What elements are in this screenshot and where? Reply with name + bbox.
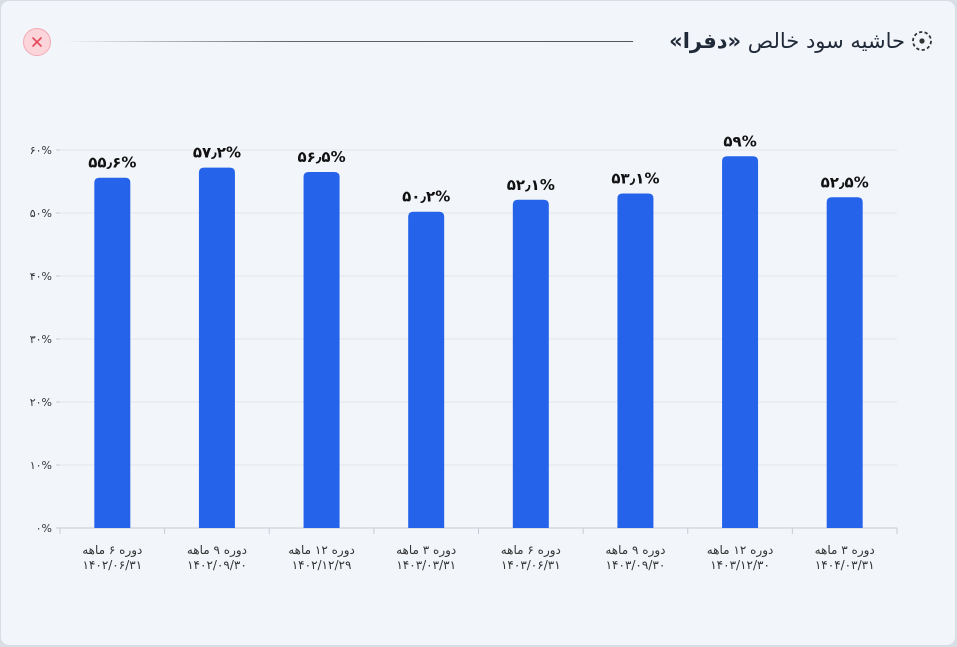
- title-text: حاشیه سود خالص: [747, 29, 905, 53]
- data-label: ۵۵٫۶%: [88, 154, 136, 172]
- x-tick-label: دوره ۳ ماهه: [815, 543, 875, 558]
- x-tick-label: ۱۴۰۲/۱۲/۲۹: [292, 558, 352, 572]
- x-tick-label: ۱۴۰۳/۰۶/۳۱: [501, 558, 561, 572]
- data-label: ۵۹%: [723, 132, 756, 150]
- bar: [408, 211, 445, 529]
- y-tick-label: ۴۰%: [30, 270, 52, 283]
- bar: [512, 199, 549, 528]
- data-label: ۵۲٫۱%: [507, 176, 555, 194]
- x-tick-label: ۱۴۰۳/۰۳/۳۱: [396, 558, 456, 572]
- data-label: ۵۷٫۲%: [193, 144, 241, 162]
- bar: [94, 177, 131, 528]
- data-label: ۵۳٫۱%: [611, 169, 659, 187]
- target-icon: [912, 31, 932, 51]
- x-tick-label: ۱۴۰۳/۱۲/۳۰: [710, 558, 770, 572]
- x-tick-label: دوره ۹ ماهه: [605, 543, 665, 558]
- bar: [617, 193, 654, 528]
- x-tick-label: ۱۴۰۴/۰۳/۳۱: [815, 558, 875, 572]
- y-tick-label: ۶۰%: [30, 144, 52, 157]
- title-symbol: «دفرا»: [669, 29, 742, 53]
- x-tick-label: ۱۴۰۲/۰۹/۳۰: [187, 558, 247, 572]
- y-tick-label: ۱۰%: [30, 459, 52, 472]
- bar: [722, 156, 759, 529]
- page-title: حاشیه سود خالص «دفرا»: [669, 25, 933, 57]
- bar: [198, 167, 235, 528]
- data-label: ۵۰٫۲%: [402, 188, 450, 206]
- title-divider: [63, 41, 633, 42]
- y-tick-label: ۵۰%: [30, 207, 52, 220]
- data-label: ۵۲٫۵%: [821, 173, 869, 191]
- y-tick-label: ۳۰%: [30, 333, 52, 346]
- y-tick-label: ۲۰%: [30, 396, 52, 409]
- x-tick-label: ۱۴۰۲/۰۶/۳۱: [82, 558, 142, 572]
- x-tick-label: دوره ۱۲ ماهه: [288, 543, 355, 558]
- x-tick-label: دوره ۳ ماهه: [396, 543, 456, 558]
- x-tick-label: دوره ۶ ماهه: [501, 543, 561, 558]
- data-label: ۵۶٫۵%: [298, 148, 346, 166]
- close-icon: [32, 37, 42, 47]
- panel-header: حاشیه سود خالص «دفرا»: [1, 21, 955, 65]
- x-tick-label: دوره ۶ ماهه: [82, 543, 142, 558]
- x-tick-label: ۱۴۰۳/۰۹/۳۰: [606, 558, 666, 572]
- x-tick-label: دوره ۹ ماهه: [187, 543, 247, 558]
- close-button[interactable]: [23, 28, 51, 56]
- bar: [303, 172, 340, 529]
- bar: [826, 197, 863, 528]
- x-tick-label: دوره ۱۲ ماهه: [707, 543, 774, 558]
- y-tick-label: ۰%: [36, 522, 52, 535]
